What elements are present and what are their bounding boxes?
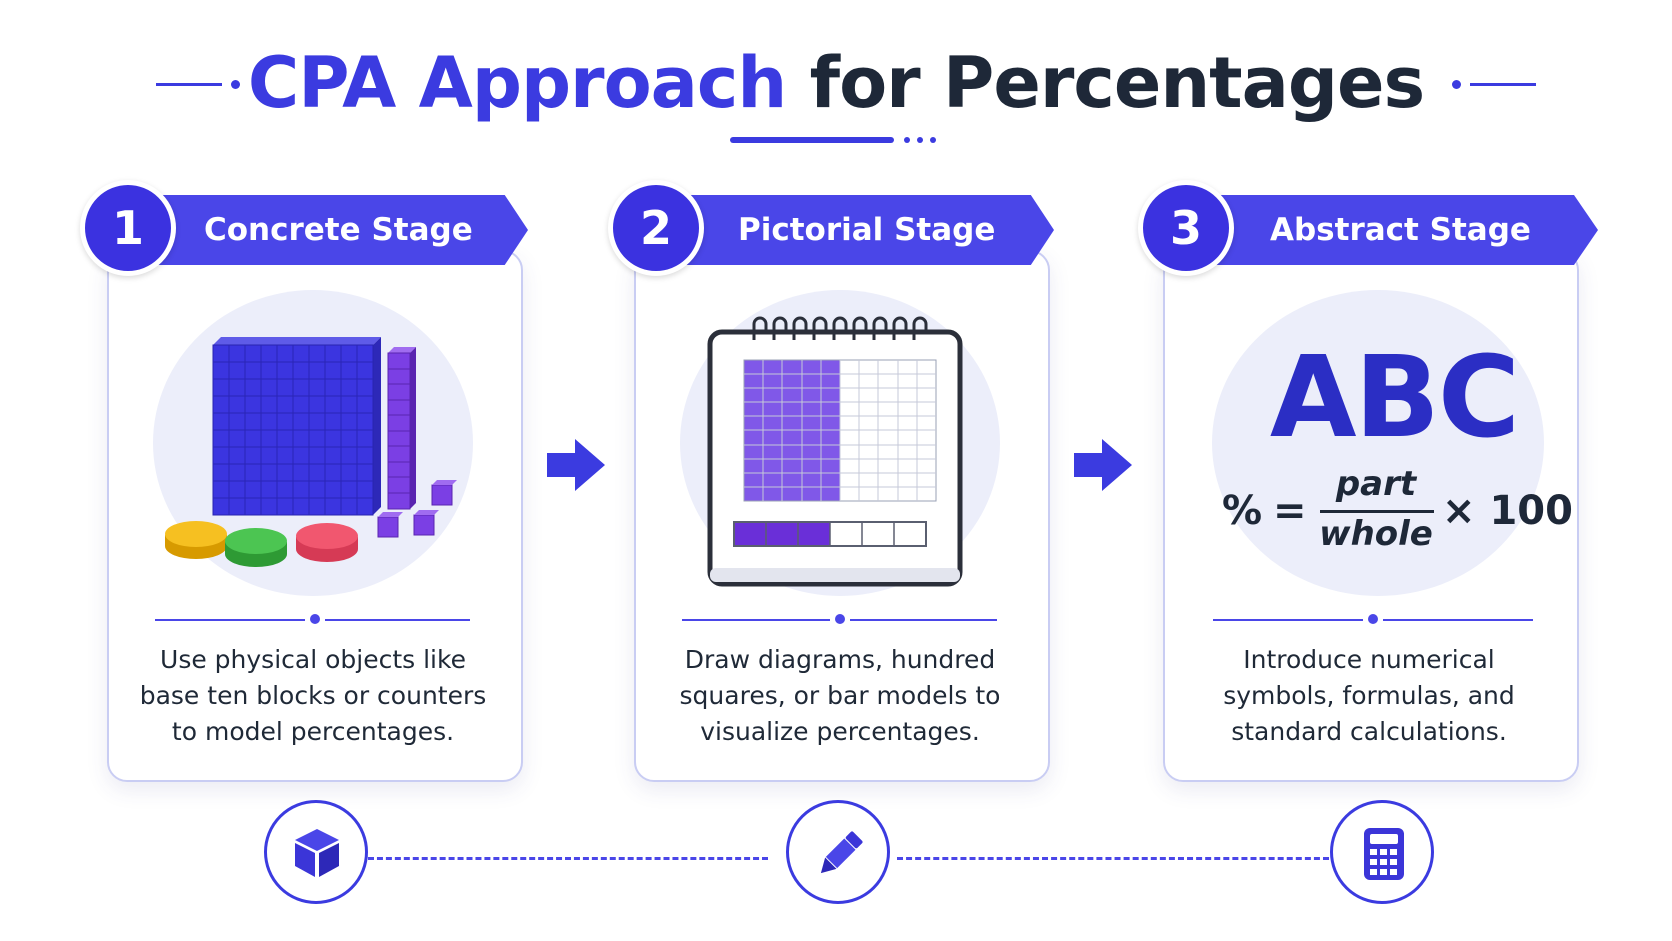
base-ten-blocks-illustration xyxy=(160,335,470,575)
stage-description: Draw diagrams, hundred squares, or bar m… xyxy=(660,642,1020,750)
pictorial-icon-circle xyxy=(786,800,890,904)
separator-right xyxy=(325,619,470,621)
separator-right xyxy=(850,619,997,621)
separator-dot xyxy=(310,614,320,624)
title-underline xyxy=(730,137,894,143)
separator-dot xyxy=(835,614,845,624)
formula-multiplier: × 100 xyxy=(1442,488,1573,534)
separator-right xyxy=(1383,619,1533,621)
arrow-right-icon xyxy=(545,433,609,497)
formula-denominator: whole xyxy=(1306,514,1446,554)
cube-icon xyxy=(291,827,343,879)
connector-line-1 xyxy=(368,857,768,860)
stage-description: Use physical objects like base ten block… xyxy=(133,642,493,750)
stage-ribbon-concrete: Concrete Stage xyxy=(140,195,528,265)
formula-percent: % xyxy=(1222,488,1262,534)
stage-label: Pictorial Stage xyxy=(738,212,995,248)
stage-number-badge: 3 xyxy=(1138,180,1234,276)
notepad-hundred-square-illustration xyxy=(700,310,970,590)
title-deco-right-dot xyxy=(1452,80,1461,89)
stage-number-badge: 2 xyxy=(608,180,704,276)
stage-ribbon-pictorial: Pictorial Stage xyxy=(668,195,1054,265)
title-deco-left-dot xyxy=(231,80,240,89)
connector-line-2 xyxy=(897,857,1329,860)
separator-dot xyxy=(1368,614,1378,624)
abstract-icon-circle xyxy=(1330,800,1434,904)
title-deco-right-line xyxy=(1470,83,1536,86)
formula-numerator: part xyxy=(1306,464,1446,504)
stage-description: Introduce numerical symbols, formulas, a… xyxy=(1189,642,1549,750)
underline-dot-2 xyxy=(917,137,923,143)
title-accent: CPA Approach xyxy=(248,42,786,124)
underline-dot-3 xyxy=(930,137,936,143)
stage-ribbon-abstract: Abstract Stage xyxy=(1198,195,1598,265)
title-rest: for Percentages xyxy=(810,42,1425,124)
formula-fraction-bar xyxy=(1320,510,1434,513)
separator-left xyxy=(155,619,305,621)
separator-left xyxy=(682,619,830,621)
title-deco-left-line xyxy=(156,83,222,86)
formula-equals: = xyxy=(1273,488,1307,534)
abc-letters: ABC xyxy=(1219,338,1569,458)
stage-label: Concrete Stage xyxy=(204,212,473,248)
calculator-icon xyxy=(1357,827,1411,881)
underline-dot-1 xyxy=(904,137,910,143)
page-title: CPA Approach for Percentages xyxy=(0,38,1672,128)
arrow-right-icon xyxy=(1072,433,1136,497)
pencil-icon xyxy=(813,827,867,881)
stage-label: Abstract Stage xyxy=(1270,212,1531,248)
stage-number-badge: 1 xyxy=(80,180,176,276)
concrete-icon-circle xyxy=(264,800,368,904)
separator-left xyxy=(1213,619,1363,621)
